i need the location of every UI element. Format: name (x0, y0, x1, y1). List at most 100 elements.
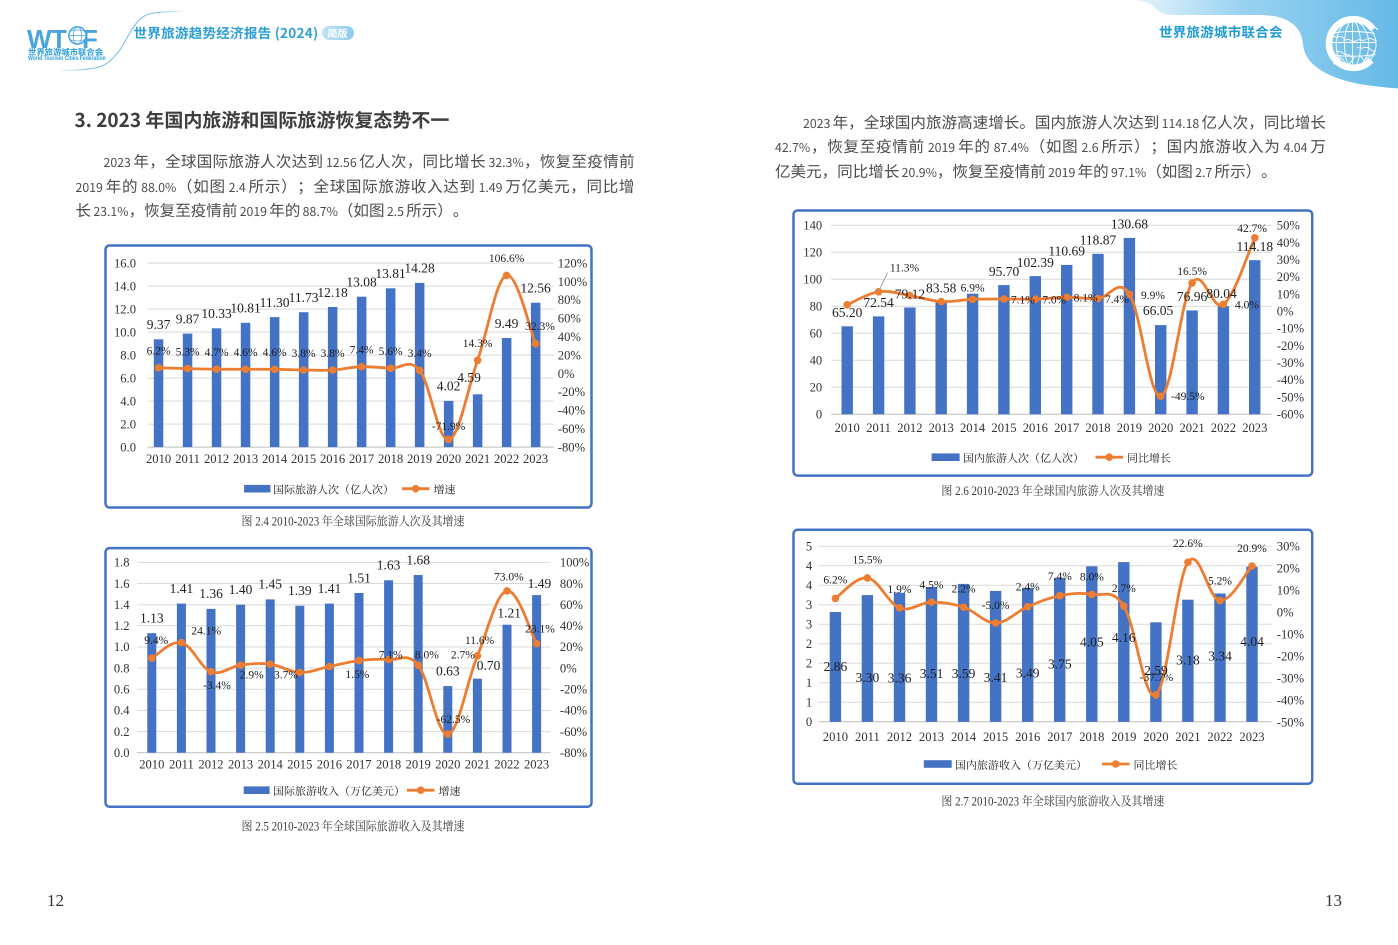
svg-text:24.1%: 24.1% (191, 625, 221, 637)
svg-text:2015: 2015 (983, 730, 1008, 744)
svg-text:0%: 0% (1277, 305, 1294, 319)
svg-text:2.2%: 2.2% (952, 583, 976, 595)
svg-text:2012: 2012 (198, 758, 223, 772)
svg-text:1.21: 1.21 (497, 606, 521, 621)
svg-text:4.6%: 4.6% (234, 347, 258, 359)
svg-text:2015: 2015 (291, 452, 316, 466)
svg-text:国内旅游人次（亿人次）: 国内旅游人次（亿人次） (963, 452, 1084, 465)
svg-text:2023: 2023 (523, 452, 548, 466)
svg-text:80.04: 80.04 (1206, 286, 1237, 301)
svg-text:2011: 2011 (169, 758, 194, 772)
svg-text:4.16: 4.16 (1112, 630, 1136, 645)
svg-text:4.6%: 4.6% (263, 347, 287, 359)
svg-text:20%: 20% (558, 348, 582, 362)
svg-text:10%: 10% (1277, 583, 1301, 597)
svg-text:-50%: -50% (1277, 390, 1305, 404)
svg-text:2022: 2022 (1211, 421, 1236, 435)
svg-text:2: 2 (806, 657, 812, 671)
svg-text:2014: 2014 (951, 730, 977, 744)
svg-text:5.3%: 5.3% (176, 346, 200, 358)
svg-text:2016: 2016 (1023, 421, 1048, 435)
svg-text:2017: 2017 (1054, 421, 1079, 435)
svg-text:2013: 2013 (228, 758, 253, 772)
svg-text:9.9%: 9.9% (1141, 290, 1165, 302)
svg-text:40%: 40% (560, 619, 584, 633)
svg-text:7.0%: 7.0% (1042, 295, 1066, 307)
svg-text:140: 140 (803, 219, 822, 233)
svg-text:5: 5 (806, 540, 812, 554)
svg-text:2023: 2023 (1242, 421, 1267, 435)
svg-text:-5.0%: -5.0% (982, 600, 1010, 612)
svg-text:4.59: 4.59 (457, 370, 481, 385)
svg-text:2019: 2019 (406, 758, 431, 772)
svg-text:40: 40 (810, 354, 823, 368)
svg-text:20%: 20% (560, 640, 584, 654)
svg-text:76.96: 76.96 (1177, 289, 1208, 304)
svg-text:1.68: 1.68 (406, 552, 430, 567)
svg-text:0.0: 0.0 (120, 440, 136, 454)
svg-text:-50%: -50% (1277, 715, 1305, 729)
svg-text:2019: 2019 (407, 452, 432, 466)
svg-text:6.9%: 6.9% (961, 283, 985, 295)
svg-text:国际旅游收入（万亿美元）: 国际旅游收入（万亿美元） (273, 785, 405, 798)
svg-text:10.33: 10.33 (201, 306, 232, 321)
svg-text:2012: 2012 (204, 452, 229, 466)
svg-text:2023: 2023 (1239, 730, 1264, 744)
svg-text:2011: 2011 (855, 730, 880, 744)
svg-text:2019: 2019 (1117, 421, 1142, 435)
svg-text:130.68: 130.68 (1111, 217, 1148, 232)
svg-text:118.87: 118.87 (1080, 233, 1117, 248)
svg-text:2018: 2018 (1085, 421, 1110, 435)
svg-text:6.0: 6.0 (120, 371, 136, 385)
svg-text:-60%: -60% (1277, 408, 1305, 422)
svg-text:9.49: 9.49 (495, 316, 519, 331)
svg-text:12.56: 12.56 (520, 281, 551, 296)
svg-text:1.40: 1.40 (229, 582, 253, 597)
svg-text:2011: 2011 (866, 421, 891, 435)
svg-text:-71.9%: -71.9% (432, 421, 466, 433)
svg-text:2.0: 2.0 (120, 417, 136, 431)
svg-text:95.70: 95.70 (989, 264, 1020, 279)
svg-text:2021: 2021 (1180, 421, 1205, 435)
svg-text:4.7%: 4.7% (205, 347, 229, 359)
svg-text:-60%: -60% (558, 422, 586, 436)
svg-text:1.39: 1.39 (288, 583, 312, 598)
svg-text:110.69: 110.69 (1048, 244, 1085, 259)
svg-text:2.4%: 2.4% (1016, 582, 1040, 594)
svg-text:1.8: 1.8 (114, 556, 130, 570)
svg-text:7.4%: 7.4% (350, 345, 374, 357)
svg-text:2013: 2013 (929, 421, 954, 435)
svg-text:7.1%: 7.1% (1011, 294, 1035, 306)
svg-text:2016: 2016 (317, 758, 342, 772)
svg-text:10.0: 10.0 (114, 325, 136, 339)
svg-text:2.7%: 2.7% (1112, 583, 1136, 595)
svg-text:4: 4 (806, 579, 813, 593)
svg-text:30%: 30% (1277, 253, 1301, 267)
svg-text:2013: 2013 (919, 730, 944, 744)
svg-text:2010: 2010 (146, 452, 171, 466)
svg-text:3.75: 3.75 (1048, 657, 1072, 672)
svg-text:5.6%: 5.6% (379, 346, 403, 358)
svg-text:12.18: 12.18 (317, 285, 348, 300)
svg-text:0.4: 0.4 (114, 704, 130, 718)
svg-text:8.0%: 8.0% (415, 650, 439, 662)
svg-text:2: 2 (806, 637, 812, 651)
svg-text:-62.5%: -62.5% (437, 714, 471, 726)
svg-text:2021: 2021 (465, 452, 490, 466)
svg-text:20.9%: 20.9% (1237, 543, 1267, 555)
svg-text:3: 3 (806, 598, 812, 612)
svg-text:0.8: 0.8 (114, 661, 130, 675)
svg-text:7.4%: 7.4% (1105, 294, 1129, 306)
svg-text:2019: 2019 (1111, 730, 1136, 744)
svg-text:2022: 2022 (494, 758, 519, 772)
svg-text:国际旅游人次（亿人次）: 国际旅游人次（亿人次） (273, 484, 394, 497)
svg-text:80%: 80% (560, 577, 584, 591)
svg-text:7.4%: 7.4% (1048, 571, 1072, 583)
svg-text:2.9%: 2.9% (240, 670, 264, 682)
svg-text:80: 80 (810, 300, 823, 314)
svg-text:40%: 40% (1277, 236, 1301, 250)
svg-text:102.39: 102.39 (1017, 255, 1054, 270)
svg-text:79.12: 79.12 (895, 286, 925, 301)
svg-text:3.8%: 3.8% (292, 348, 316, 360)
svg-text:65.20: 65.20 (832, 305, 863, 320)
